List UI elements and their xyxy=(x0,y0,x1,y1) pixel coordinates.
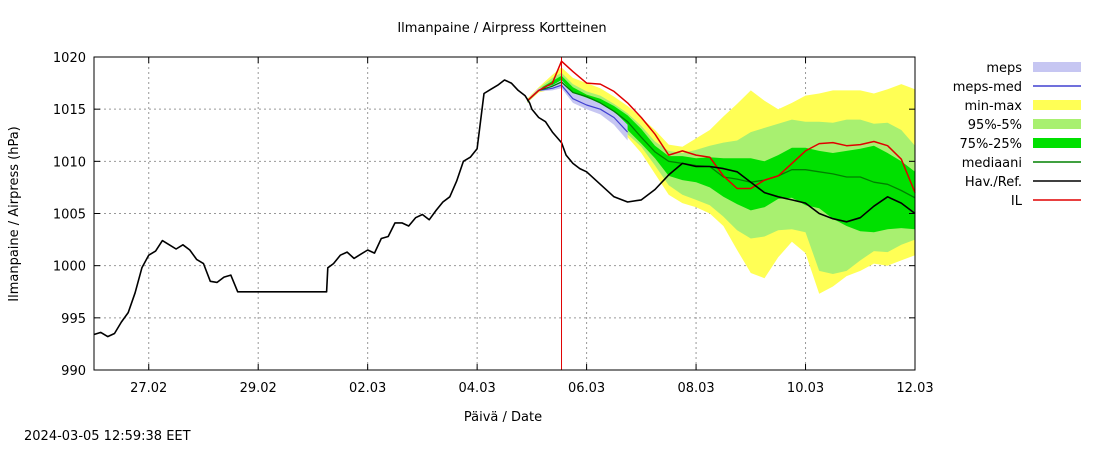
legend-label-mediaani: mediaani xyxy=(962,156,1022,171)
generated-timestamp: 2024-03-05 12:59:38 EET xyxy=(24,429,191,444)
x-tick-label: 04.03 xyxy=(459,381,496,396)
x-tick-label: 02.03 xyxy=(349,381,386,396)
legend-swatch-95-5 xyxy=(1033,119,1081,129)
y-tick-label: 1015 xyxy=(53,103,86,118)
legend-label-min-max: min-max xyxy=(964,99,1022,114)
legend-label-hav-ref: Hav./Ref. xyxy=(965,175,1022,190)
legend-swatch-min-max xyxy=(1033,100,1081,110)
legend-label-95-5: 95%-5% xyxy=(968,118,1022,133)
line-il xyxy=(526,60,916,193)
legend: meps meps-med min-max 95%-5% 75%-25% mediaani… xyxy=(953,61,1081,209)
line-meps-med xyxy=(526,84,629,133)
legend-label-meps-med: meps-med xyxy=(953,80,1022,95)
y-tick-label: 1020 xyxy=(53,51,86,66)
y-tick-label: 1010 xyxy=(53,155,86,170)
forecast-bands xyxy=(527,67,915,294)
band-75-25 xyxy=(527,75,915,233)
x-tick-label: 27.02 xyxy=(130,381,167,396)
y-tick-label: 995 xyxy=(61,312,86,327)
chart-title: Ilmanpaine / Airpress Kortteinen xyxy=(397,21,606,36)
line-hav-ref xyxy=(93,79,916,338)
series-lines xyxy=(93,57,916,370)
grid-lines xyxy=(94,57,915,370)
x-tick-label: 29.02 xyxy=(240,381,277,396)
x-axis-label: Päivä / Date xyxy=(464,410,542,425)
x-tick-label: 10.03 xyxy=(787,381,824,396)
legend-swatch-meps xyxy=(1033,62,1081,72)
legend-label-il: IL xyxy=(1011,194,1023,209)
y-tick-label: 1000 xyxy=(53,260,86,275)
legend-swatch-75-25 xyxy=(1033,138,1081,148)
band-meps xyxy=(527,80,628,141)
x-tick-label: 06.03 xyxy=(568,381,605,396)
axis-ticks: 990 995 1000 1005 1010 1015 1020 27.02 29.02 02.0… xyxy=(53,51,934,396)
line-mediaani xyxy=(526,81,916,199)
y-tick-label: 1005 xyxy=(53,208,86,223)
y-axis-label: Ilmanpaine / Airpress (hPa) xyxy=(7,126,22,301)
x-tick-label: 12.03 xyxy=(896,381,933,396)
legend-label-75-25: 75%-25% xyxy=(960,137,1022,152)
legend-label-meps: meps xyxy=(986,61,1022,76)
y-tick-label: 990 xyxy=(61,364,86,379)
x-tick-label: 08.03 xyxy=(677,381,714,396)
